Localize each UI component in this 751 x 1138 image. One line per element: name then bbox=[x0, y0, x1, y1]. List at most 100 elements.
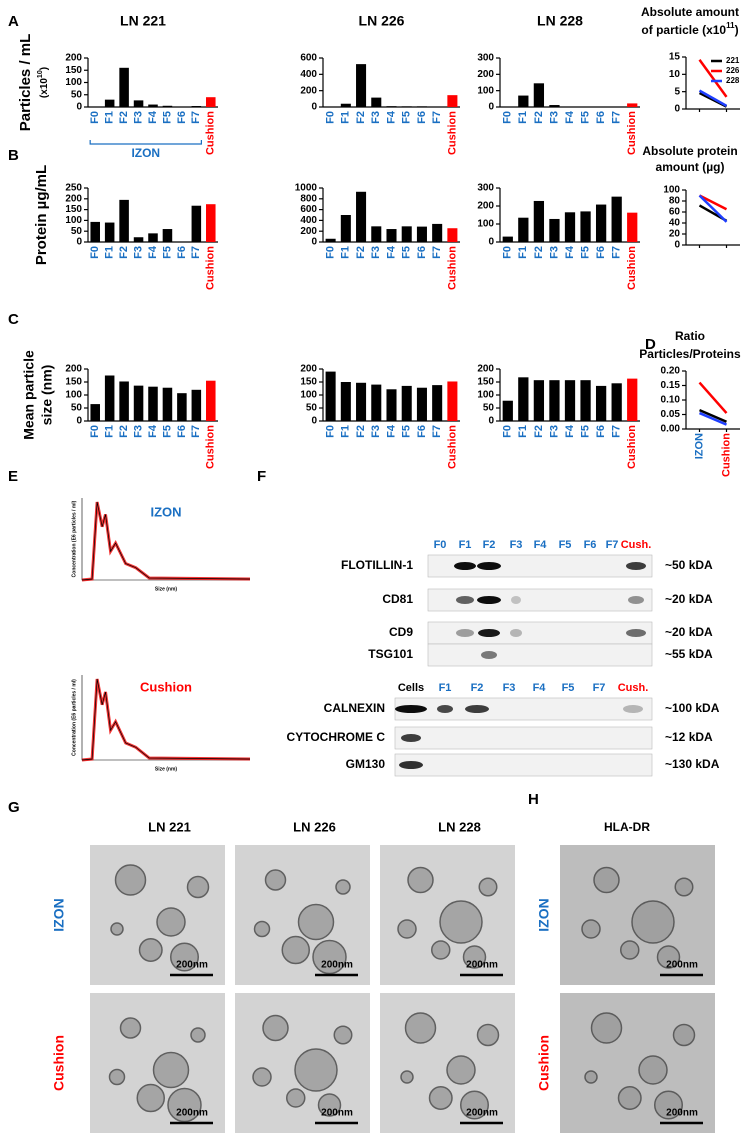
x-tick-label: F6 bbox=[416, 111, 428, 124]
bar bbox=[162, 229, 173, 242]
em-row-label: IZON bbox=[51, 898, 67, 931]
lane-label: F4 bbox=[533, 682, 547, 694]
y-tick-label: 600 bbox=[300, 204, 317, 215]
bar bbox=[447, 381, 458, 421]
bar bbox=[549, 380, 560, 421]
panel-letter: E bbox=[8, 468, 18, 485]
title-exponent: 11 bbox=[726, 21, 735, 30]
y-tick-label: 100 bbox=[477, 85, 494, 96]
x-tick-label: F4 bbox=[147, 424, 159, 438]
y-tick-label: 10 bbox=[669, 69, 681, 80]
bracket-label: IZON bbox=[131, 146, 160, 160]
bar bbox=[533, 200, 545, 242]
blot-band bbox=[456, 629, 474, 637]
nta-label: Cushion bbox=[140, 679, 192, 694]
y-tick-label: 800 bbox=[300, 193, 317, 204]
x-tick-label: Cushion bbox=[720, 433, 732, 477]
nta-ylabel: Concentration (E6 particles / ml) bbox=[71, 679, 77, 756]
bar bbox=[119, 199, 129, 242]
x-tick-label: F1 bbox=[340, 246, 352, 259]
vesicle bbox=[312, 939, 347, 975]
series-line bbox=[699, 411, 727, 426]
chart-title: Absolute amount bbox=[641, 5, 739, 19]
x-tick-label: F2 bbox=[533, 425, 545, 438]
legend-label: 226 bbox=[726, 66, 740, 75]
vesicle bbox=[400, 1070, 414, 1084]
y-tick-label: 60 bbox=[669, 207, 681, 218]
x-tick-label: F5 bbox=[161, 111, 173, 124]
y-tick-label: 0 bbox=[488, 237, 494, 248]
x-tick-label: F1 bbox=[517, 246, 529, 259]
unit-exponent: 10 bbox=[37, 70, 44, 78]
panel-letter: F bbox=[257, 468, 266, 485]
scale-label: 200nm bbox=[321, 1108, 353, 1119]
x-tick-label: F0 bbox=[502, 246, 514, 259]
bar bbox=[191, 106, 202, 107]
bar bbox=[611, 383, 622, 421]
x-tick-label: Cushion bbox=[205, 111, 217, 155]
lane-label: F4 bbox=[534, 539, 548, 551]
protein-name: GM130 bbox=[346, 757, 386, 771]
series-line bbox=[698, 194, 728, 211]
blot-band bbox=[477, 596, 501, 604]
blot-band bbox=[626, 629, 646, 637]
bar bbox=[533, 380, 545, 421]
vesicle bbox=[638, 1055, 668, 1085]
y-tick-label: 1000 bbox=[295, 183, 318, 194]
bar bbox=[627, 103, 638, 107]
bar bbox=[162, 105, 173, 107]
lane-label: Cush. bbox=[621, 539, 652, 551]
bar bbox=[177, 393, 187, 421]
x-tick-label: F6 bbox=[176, 425, 188, 438]
em-column-title: LN 221 bbox=[148, 819, 191, 834]
panel-letter: G bbox=[8, 799, 20, 816]
scale-label: 200nm bbox=[176, 1108, 208, 1119]
scale-label: 200nm bbox=[176, 960, 208, 971]
vesicle bbox=[286, 1088, 306, 1108]
vesicle bbox=[297, 903, 335, 941]
bar bbox=[580, 380, 591, 421]
panel-letter: D bbox=[645, 336, 656, 353]
vesicle bbox=[262, 1014, 289, 1042]
blot-band bbox=[477, 562, 501, 570]
y-tick-label: 80 bbox=[669, 196, 681, 207]
bar bbox=[580, 211, 591, 242]
y-tick-label: 0 bbox=[488, 416, 494, 427]
x-tick-label: F0 bbox=[502, 425, 514, 438]
bar bbox=[371, 384, 382, 421]
y-axis-label: Mean particle bbox=[21, 350, 37, 440]
x-tick-label: F2 bbox=[118, 425, 130, 438]
y-tick-label: 0 bbox=[311, 102, 317, 113]
y-tick-label: 150 bbox=[477, 377, 494, 388]
vesicle bbox=[152, 1051, 190, 1089]
vesicle bbox=[431, 940, 451, 960]
vesicle bbox=[656, 945, 681, 969]
x-tick-label: F5 bbox=[579, 111, 591, 124]
y-tick-label: 0 bbox=[674, 104, 680, 115]
vesicle bbox=[136, 1083, 165, 1113]
protein-size: ~20 kDA bbox=[665, 592, 713, 606]
bar bbox=[549, 218, 560, 242]
bar bbox=[416, 226, 427, 242]
bar bbox=[356, 191, 367, 242]
y-tick-label: 100 bbox=[65, 390, 82, 401]
x-tick-label: F6 bbox=[416, 246, 428, 259]
nta-xlabel: Size (nm) bbox=[155, 586, 178, 592]
bar bbox=[90, 404, 100, 421]
x-tick-label: F3 bbox=[370, 111, 382, 124]
vesicle bbox=[631, 900, 675, 944]
scale-label: 200nm bbox=[666, 960, 698, 971]
vesicle bbox=[428, 1086, 453, 1110]
vesicle bbox=[446, 1055, 476, 1085]
bar bbox=[533, 83, 545, 107]
x-tick-label: F4 bbox=[564, 424, 576, 438]
x-tick-label: F0 bbox=[502, 111, 514, 124]
bar bbox=[191, 205, 202, 242]
protein-name: CYTOCHROME C bbox=[287, 730, 386, 744]
title-line: Particles/Proteins bbox=[639, 347, 741, 361]
lane-label: F7 bbox=[606, 539, 619, 551]
vesicle bbox=[476, 1023, 500, 1047]
x-tick-label: F1 bbox=[340, 111, 352, 124]
x-tick-label: F0 bbox=[89, 246, 101, 259]
nta-label: IZON bbox=[150, 504, 181, 519]
